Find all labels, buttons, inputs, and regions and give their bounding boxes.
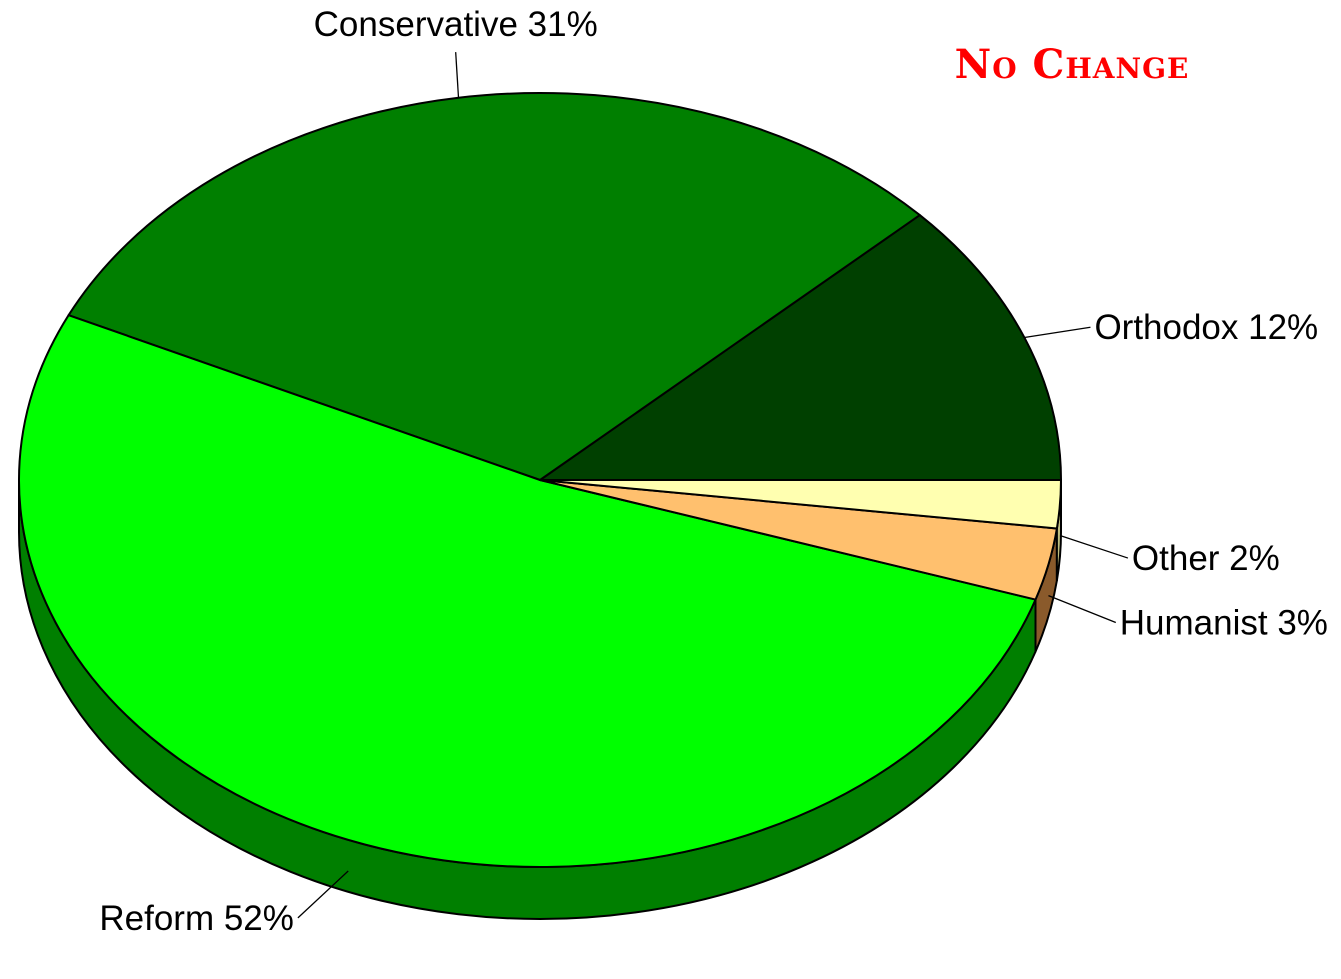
slice-label-orthodox: Orthodox 12% (1094, 308, 1318, 347)
pie-slice-other (539, 479, 1062, 530)
leader-line-reform (297, 870, 349, 919)
chart-title: No Change (955, 41, 1190, 88)
slice-label-reform: Reform 52% (99, 899, 294, 938)
slice-label-humanist: Humanist 3% (1120, 604, 1328, 643)
pie-slice-reform (17, 314, 1037, 868)
pie-labels: Orthodox 12% Conservative 31% Reform 52% Hu… (99, 5, 1328, 938)
leader-line-orthodox (1024, 326, 1091, 339)
pie-slice-orthodox (539, 214, 1062, 481)
slice-label-conservative: Conservative 31% (314, 5, 598, 44)
leader-line-conservative (455, 52, 460, 98)
leader-line-other (1059, 534, 1129, 559)
pie-slices (17, 92, 1062, 868)
leader-line-humanist (1048, 595, 1117, 624)
slice-label-other: Other 2% (1132, 539, 1280, 578)
pie-slice-conservative (67, 92, 921, 481)
